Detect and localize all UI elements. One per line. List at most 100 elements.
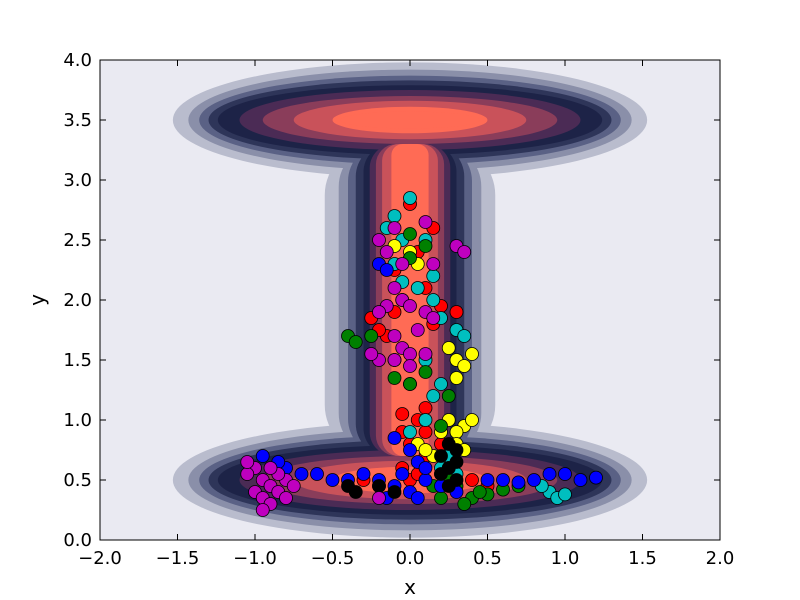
x-tick-label: −2.0 (78, 548, 122, 569)
scatter-point (558, 467, 572, 481)
scatter-point (403, 359, 417, 373)
scatter-point (410, 281, 425, 295)
scatter-point (542, 467, 557, 481)
scatter-point (403, 191, 417, 205)
scatter-point (294, 467, 309, 481)
scatter-point (240, 455, 255, 469)
upper-well-core (340, 111, 480, 129)
scatter-point (480, 473, 495, 487)
y-axis-ticks: 0.0 0.5 1.0 1.5 2.0 2.5 3.0 3.5 4.0 (63, 50, 720, 551)
scatter-point (387, 371, 402, 385)
scatter-point (457, 245, 472, 259)
scatter-point (410, 323, 425, 337)
scatter-point (465, 413, 479, 427)
scatter-point (395, 257, 410, 271)
scatter-point (387, 353, 402, 367)
scatter-point (341, 479, 355, 493)
scatter-point (395, 407, 410, 421)
scatter-point (457, 497, 472, 511)
y-tick-label: 0.0 (63, 530, 92, 551)
scatter-point (441, 479, 456, 493)
scatter-point (410, 491, 425, 505)
scatter-points (240, 191, 603, 517)
x-tick-label: 1.0 (551, 548, 580, 569)
scatter-point (395, 467, 410, 481)
y-tick-label: 1.0 (63, 410, 92, 431)
scatter-point (449, 425, 464, 439)
scatter-point (527, 473, 541, 487)
scatter-point (472, 485, 487, 499)
x-tick-label: −1.0 (233, 548, 277, 569)
scatter-point (364, 329, 379, 343)
scatter-point (387, 209, 402, 223)
scatter-point (441, 389, 456, 403)
scatter-point (255, 503, 270, 517)
scatter-point (426, 257, 441, 271)
scatter-point (441, 341, 456, 355)
scatter-point (286, 479, 301, 493)
scatter-point (379, 245, 394, 259)
x-tick-label: 1.5 (628, 548, 657, 569)
y-tick-label: 3.0 (63, 170, 92, 191)
x-axis-label: x (404, 575, 416, 599)
scatter-point (387, 329, 402, 343)
y-tick-label: 1.5 (63, 350, 92, 371)
scatter-point (457, 359, 472, 373)
scatter-point (372, 491, 386, 505)
scatter-point (573, 473, 588, 487)
x-tick-label: −1.5 (156, 548, 200, 569)
scatter-point (348, 335, 363, 349)
scatter-point (418, 425, 433, 439)
scatter-point (418, 461, 433, 475)
scatter-point (263, 461, 278, 475)
scatter-point (418, 239, 433, 253)
x-tick-label: 2.0 (706, 548, 735, 569)
scatter-point (379, 263, 394, 277)
scatter-point (356, 467, 371, 481)
scatter-point (387, 281, 402, 295)
scatter-point (403, 347, 417, 361)
scatter-point (403, 377, 417, 391)
scatter-point (434, 467, 448, 481)
scatter-point (434, 419, 448, 433)
scatter-point (434, 449, 448, 463)
y-tick-label: 3.5 (63, 110, 92, 131)
scatter-point (426, 389, 441, 403)
scatter-point (387, 431, 402, 445)
scatter-point (418, 401, 433, 415)
scatter-point (279, 491, 293, 505)
scatter-point (418, 365, 433, 379)
scatter-point (465, 473, 479, 487)
y-tick-label: 2.5 (63, 230, 92, 251)
y-tick-label: 4.0 (63, 50, 92, 71)
scatter-point (418, 347, 433, 361)
y-tick-label: 0.5 (63, 470, 92, 491)
scatter-point (496, 473, 510, 487)
scatter-point (372, 233, 386, 247)
scatter-point (434, 377, 448, 391)
y-tick-label: 2.0 (63, 290, 92, 311)
scatter-point (449, 371, 464, 385)
scatter-point (449, 305, 464, 319)
scatter-point (465, 347, 479, 361)
scatter-point (457, 329, 472, 343)
x-tick-label: 0.5 (473, 548, 502, 569)
scatter-point (426, 293, 441, 307)
scatter-point (418, 443, 433, 457)
scatter-point (434, 491, 448, 505)
scatter-point (426, 269, 441, 283)
scatter-point (372, 479, 386, 493)
x-tick-label: −0.5 (311, 548, 355, 569)
scatter-point (387, 485, 402, 499)
scatter-point (449, 455, 464, 469)
scatter-point (403, 299, 417, 313)
scatter-point (364, 347, 379, 361)
x-tick-label: 0.0 (396, 548, 425, 569)
scatter-point (511, 475, 526, 490)
scatter-point (558, 487, 572, 502)
scatter-point (426, 311, 441, 325)
scatter-point (310, 467, 324, 481)
x-axis-ticks: −2.0 −1.5 −1.0 −0.5 0.0 0.5 1.0 1.5 2.0 (78, 60, 734, 569)
scatter-point (589, 470, 603, 485)
